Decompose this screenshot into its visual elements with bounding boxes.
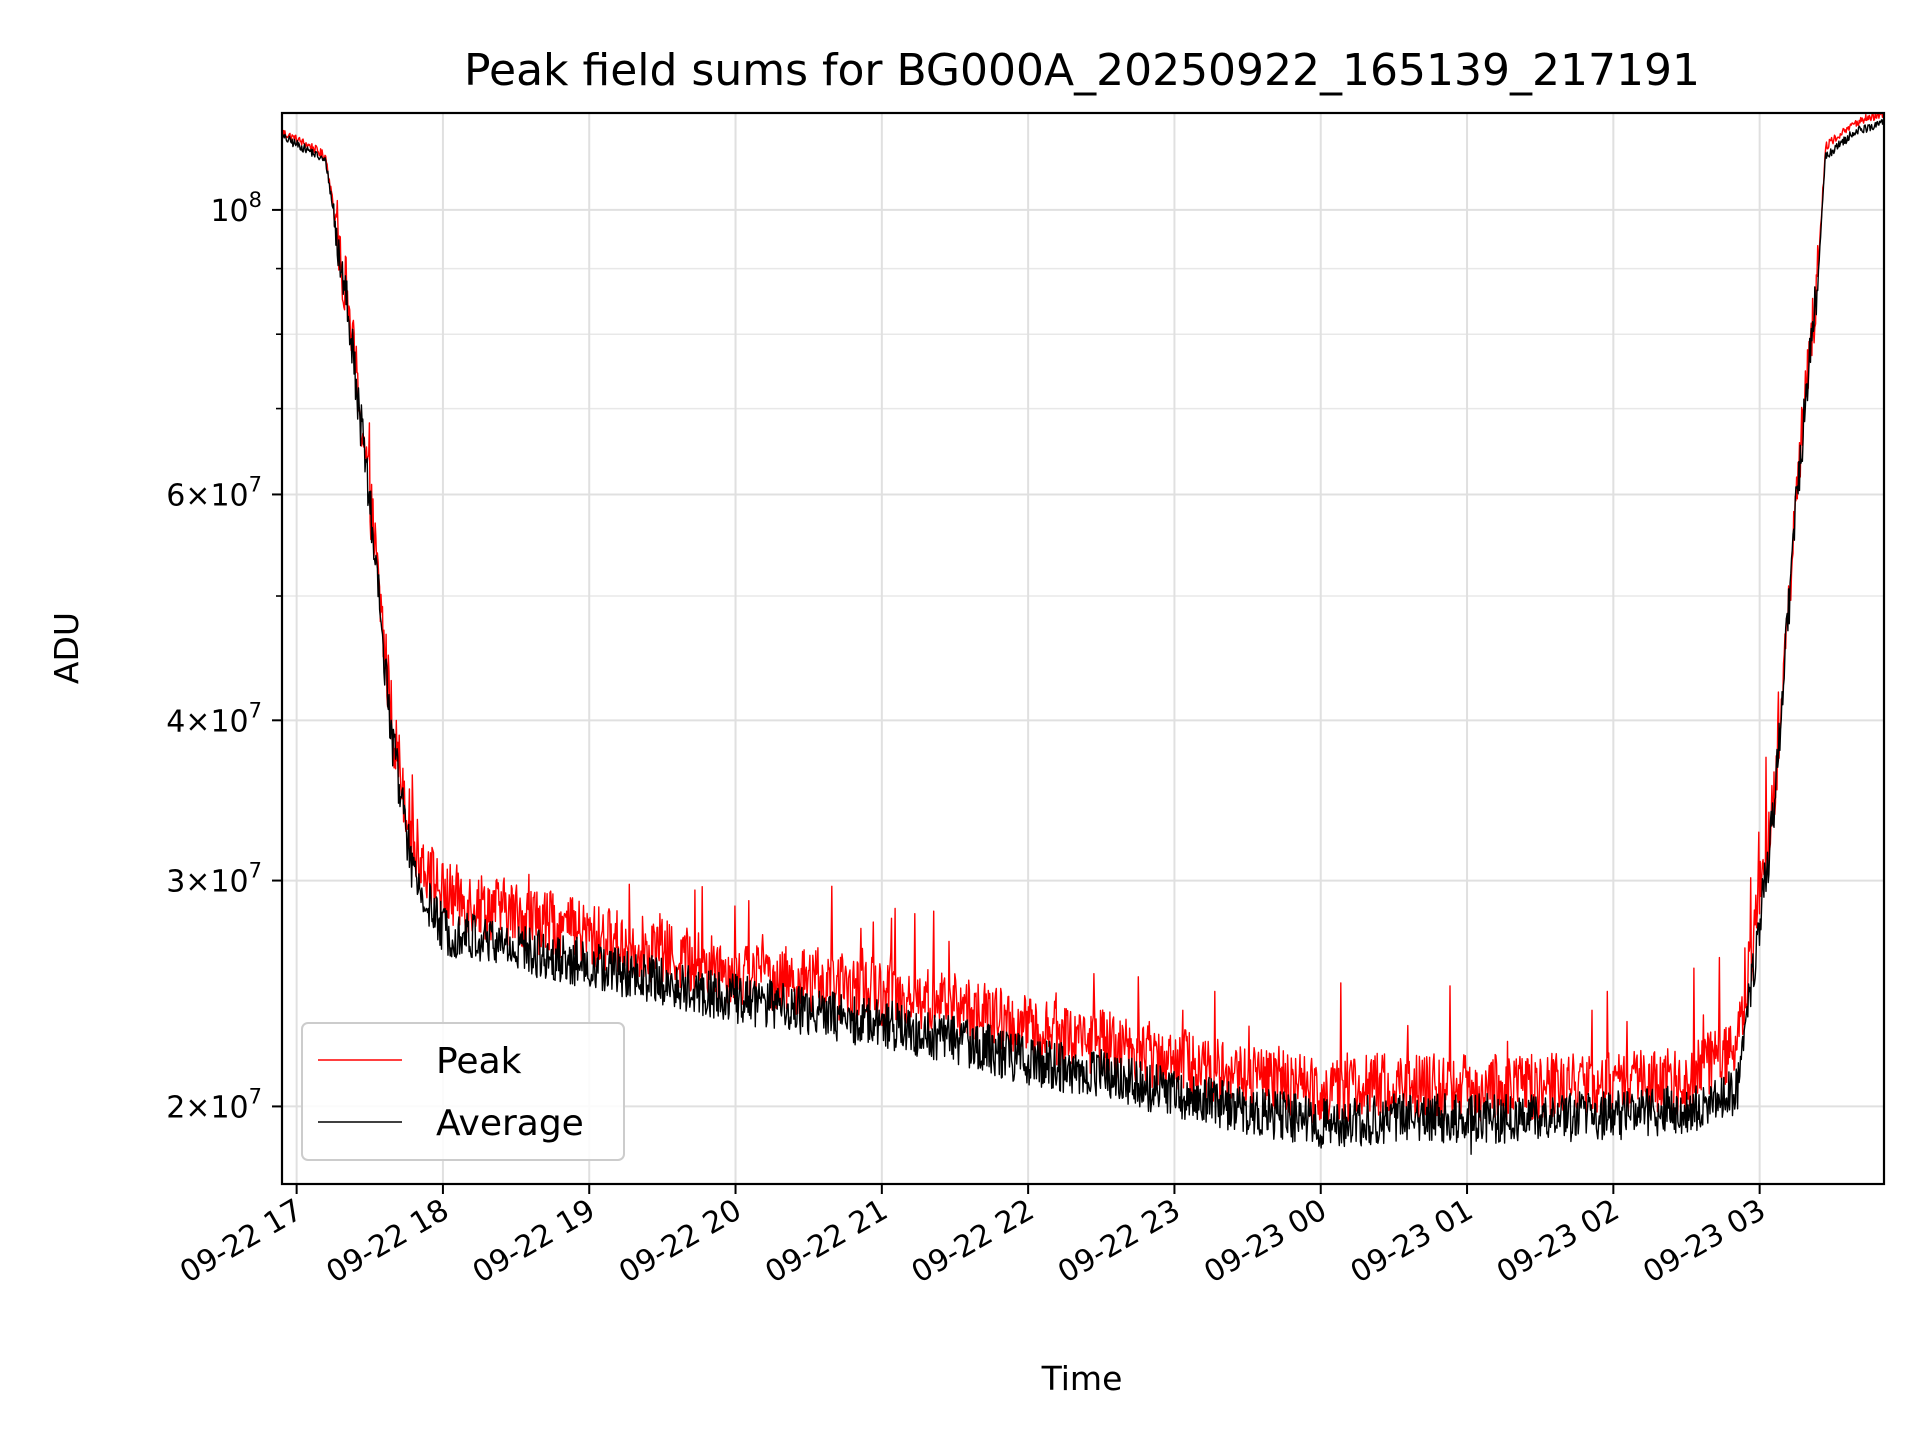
legend-box [301,1022,625,1161]
y-tick-label: 4×107 [166,698,262,739]
y-tick-base: 10 [210,478,248,513]
y-tick-times: × [185,865,210,900]
y-tick-base: 10 [210,1090,248,1125]
y-tick-times: × [185,478,210,513]
y-tick-label: 108 [210,188,262,229]
y-tick-base: 10 [210,865,248,900]
y-tick-mantissa: 6 [166,478,185,513]
y-tick-exponent: 8 [249,188,262,212]
y-tick-mantissa: 3 [166,865,185,900]
y-tick-label: 6×107 [166,472,262,513]
series-layer [281,112,1885,1155]
legend: Peak Average [301,1022,625,1161]
x-axis-label: Time [1041,1359,1123,1398]
y-tick-mantissa: 2 [166,1090,185,1125]
y-tick-exponent: 7 [249,859,262,883]
chart-title: Peak field sums for BG000A_20250922_1651… [464,45,1700,96]
y-tick-times: × [185,1090,210,1125]
series-line-average [281,119,1885,1155]
y-tick-label: 3×107 [166,859,262,900]
y-tick-exponent: 7 [249,698,262,722]
y-tick-base: 10 [210,194,248,229]
y-tick-mantissa: 4 [166,704,185,739]
y-tick-exponent: 7 [249,1084,262,1108]
y-tick-times: × [185,704,210,739]
y-tick-base: 10 [210,704,248,739]
y-tick-exponent: 7 [249,472,262,496]
plot-frame [280,111,1886,1186]
legend-label-peak: Peak [436,1041,522,1082]
y-tick-label: 2×107 [166,1084,262,1125]
y-axis-label: ADU [47,612,86,684]
series-line-peak [281,112,1884,1124]
legend-label-average: Average [436,1103,584,1144]
